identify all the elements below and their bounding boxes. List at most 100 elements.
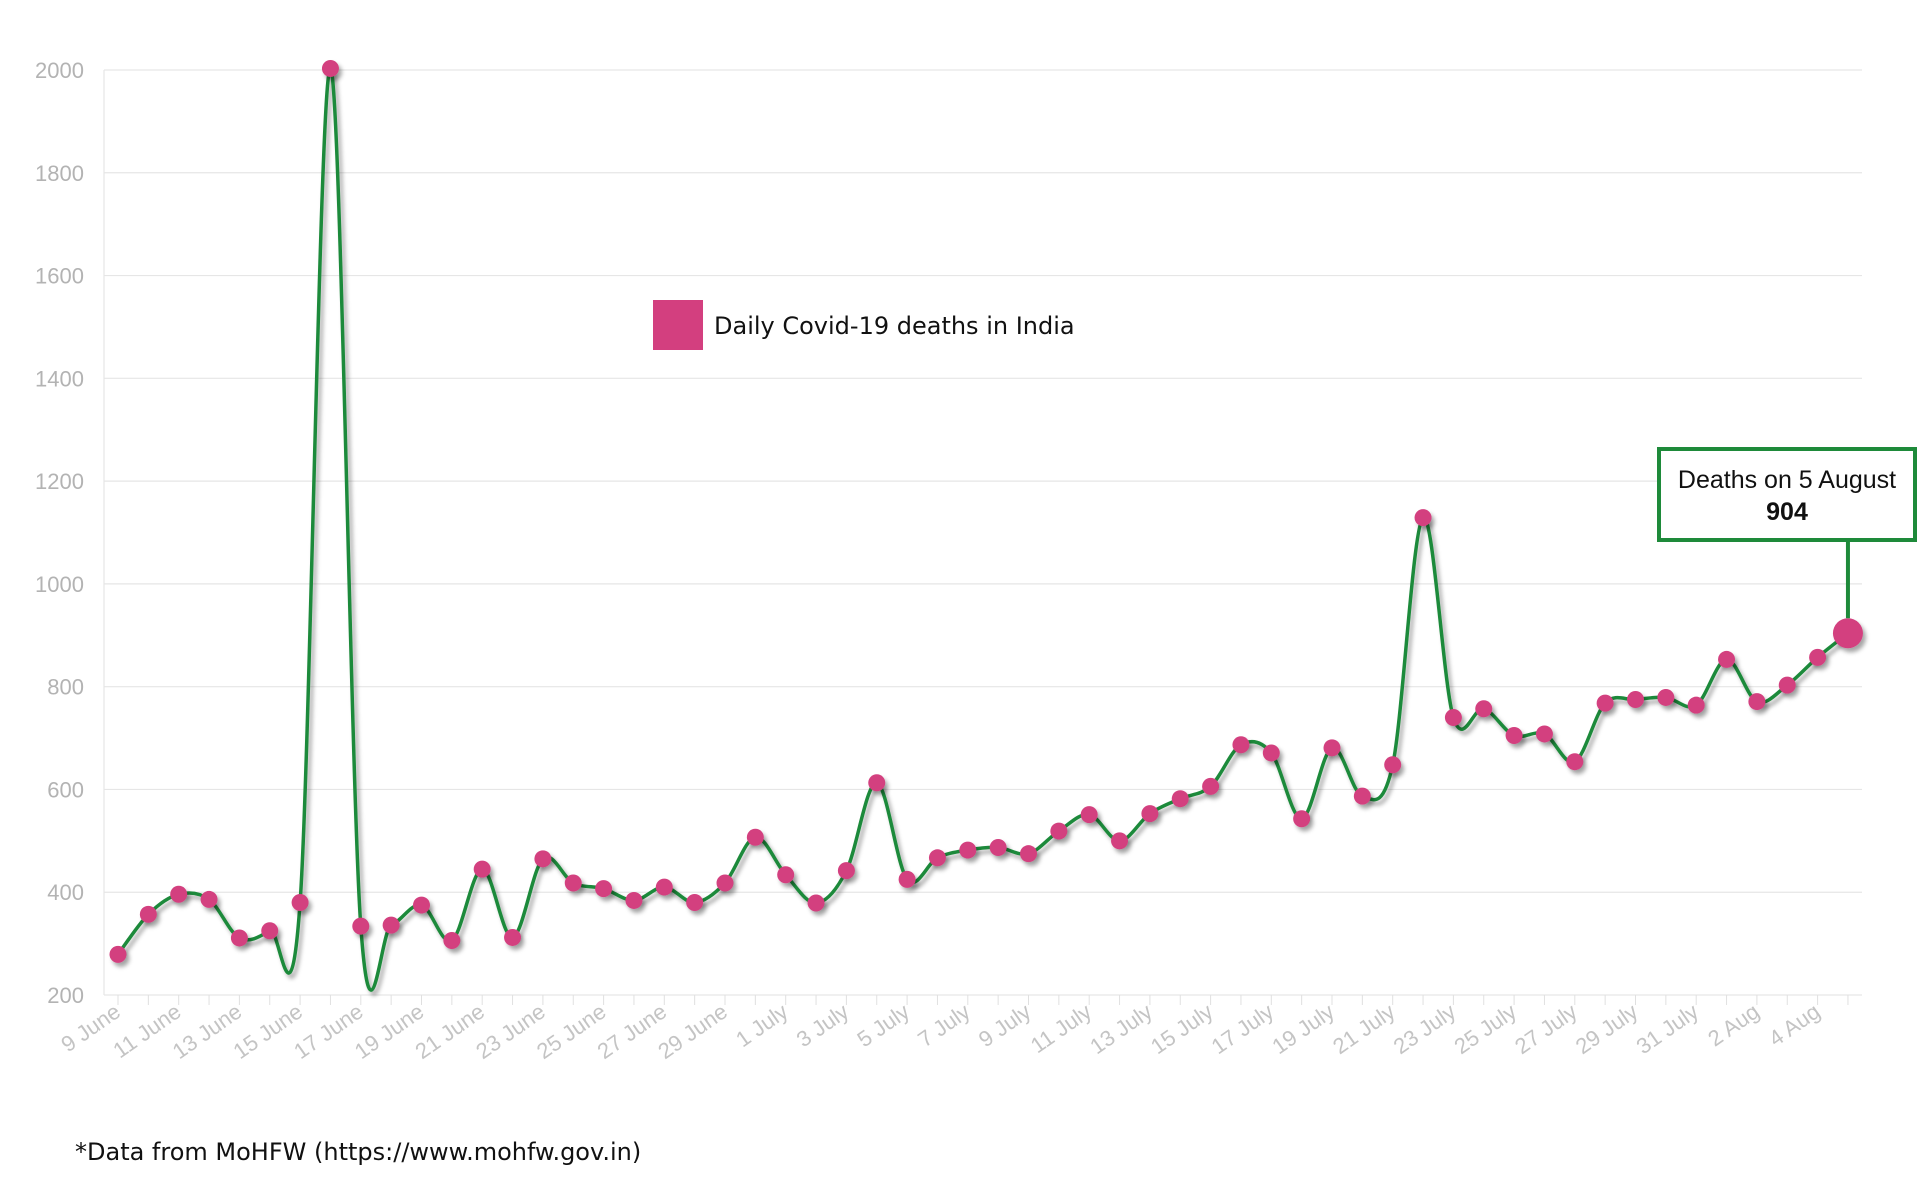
y-tick-label: 1600	[35, 264, 84, 289]
x-tick-label: 27 June	[593, 999, 671, 1064]
data-point	[291, 894, 309, 911]
data-point	[1080, 806, 1098, 824]
data-point	[1050, 822, 1068, 840]
x-tick-label: 7 July	[913, 999, 974, 1052]
data-point	[564, 874, 582, 892]
data-point	[777, 866, 795, 884]
x-tick-label: 1 July	[731, 999, 792, 1052]
data-point	[1475, 700, 1493, 718]
data-point	[595, 880, 613, 898]
data-point	[1111, 832, 1129, 850]
annotation-callout: Deaths on 5 August 904	[1657, 447, 1917, 619]
series-line	[116, 66, 1850, 992]
x-tick-label: 25 July	[1450, 999, 1521, 1059]
data-point	[200, 890, 218, 908]
data-point	[382, 916, 400, 934]
y-tick-label: 800	[47, 675, 84, 700]
data-point	[807, 894, 825, 912]
x-tick-label: 23 June	[471, 999, 549, 1064]
data-point	[1414, 509, 1432, 527]
y-tick-label: 1000	[35, 572, 84, 597]
data-point	[1596, 694, 1614, 712]
x-tick-label: 15 July	[1146, 999, 1217, 1059]
x-tick-label: 21 July	[1328, 999, 1399, 1059]
source-note: *Data from MoHFW (https://www.mohfw.gov.…	[75, 1138, 642, 1166]
data-point	[868, 774, 886, 792]
data-point	[504, 928, 522, 946]
data-point	[321, 59, 339, 77]
data-point	[1323, 739, 1341, 757]
x-tick-label: 27 July	[1510, 999, 1581, 1059]
data-point	[473, 860, 491, 878]
data-point	[625, 891, 643, 909]
data-point	[686, 894, 704, 911]
legend-swatch	[653, 300, 703, 350]
data-point	[170, 885, 188, 903]
plot-area	[109, 59, 1863, 992]
x-tick-label: 9 July	[974, 999, 1035, 1052]
data-point	[837, 862, 855, 880]
y-tick-label: 1800	[35, 161, 84, 186]
data-point	[413, 896, 430, 914]
data-point	[1718, 650, 1736, 668]
data-point	[1566, 753, 1584, 771]
x-tick-label: 13 July	[1085, 999, 1156, 1059]
data-point	[230, 929, 248, 947]
y-tick-label: 1200	[35, 469, 84, 494]
data-point	[1202, 777, 1220, 795]
data-point-highlight	[1832, 618, 1863, 649]
data-point	[898, 870, 916, 888]
legend-label: Daily Covid-19 deaths in India	[714, 312, 1075, 340]
annotation-box	[1657, 447, 1917, 542]
data-point	[534, 850, 552, 868]
data-point	[1293, 810, 1311, 828]
data-point	[1171, 790, 1189, 808]
data-point	[655, 878, 673, 896]
annotation-value: 904	[1766, 498, 1808, 526]
x-tick-label: 3 July	[792, 999, 853, 1052]
data-point	[1748, 693, 1766, 711]
data-point	[443, 932, 461, 950]
data-point	[1657, 688, 1675, 706]
x-tick-label: 17 June	[289, 999, 367, 1064]
y-tick-label: 1400	[35, 366, 84, 391]
x-tick-label: 19 July	[1267, 999, 1338, 1059]
data-point	[1687, 696, 1705, 714]
x-tick-label: 31 July	[1632, 999, 1703, 1059]
data-point	[746, 828, 764, 846]
x-tick-label: 5 July	[853, 999, 914, 1052]
data-point	[352, 917, 370, 935]
x-tick-label: 11 July	[1026, 999, 1096, 1059]
x-tick-label: 15 June	[228, 999, 306, 1064]
data-point	[928, 849, 946, 867]
y-tick-label: 600	[47, 777, 84, 802]
data-point	[1535, 725, 1553, 743]
y-tick-label: 200	[47, 983, 84, 1008]
x-tick-label: 13 June	[168, 999, 246, 1064]
data-point	[959, 841, 977, 859]
data-point	[1141, 805, 1159, 823]
annotation-title: Deaths on 5 August	[1678, 466, 1896, 494]
legend: Daily Covid-19 deaths in India	[653, 300, 1075, 350]
data-point	[261, 922, 279, 940]
x-tick-label: 29 June	[653, 999, 731, 1064]
gridlines	[103, 69, 1862, 996]
x-tick-label: 4 Aug	[1764, 999, 1824, 1052]
x-tick-label: 25 June	[532, 999, 610, 1064]
data-point	[1505, 726, 1523, 744]
data-point	[1778, 676, 1796, 694]
data-point	[1444, 709, 1462, 726]
x-tick-label: 19 June	[350, 999, 428, 1064]
x-tick-label: 17 July	[1207, 999, 1278, 1059]
y-tick-label: 400	[47, 880, 84, 905]
data-point	[1627, 691, 1644, 709]
x-tick-label: 29 July	[1571, 999, 1642, 1059]
data-point	[139, 905, 157, 923]
data-point	[1262, 744, 1280, 762]
x-tick-label: 23 July	[1389, 999, 1460, 1059]
data-point	[1809, 648, 1827, 666]
data-point	[1384, 756, 1402, 774]
data-point	[1232, 736, 1250, 754]
